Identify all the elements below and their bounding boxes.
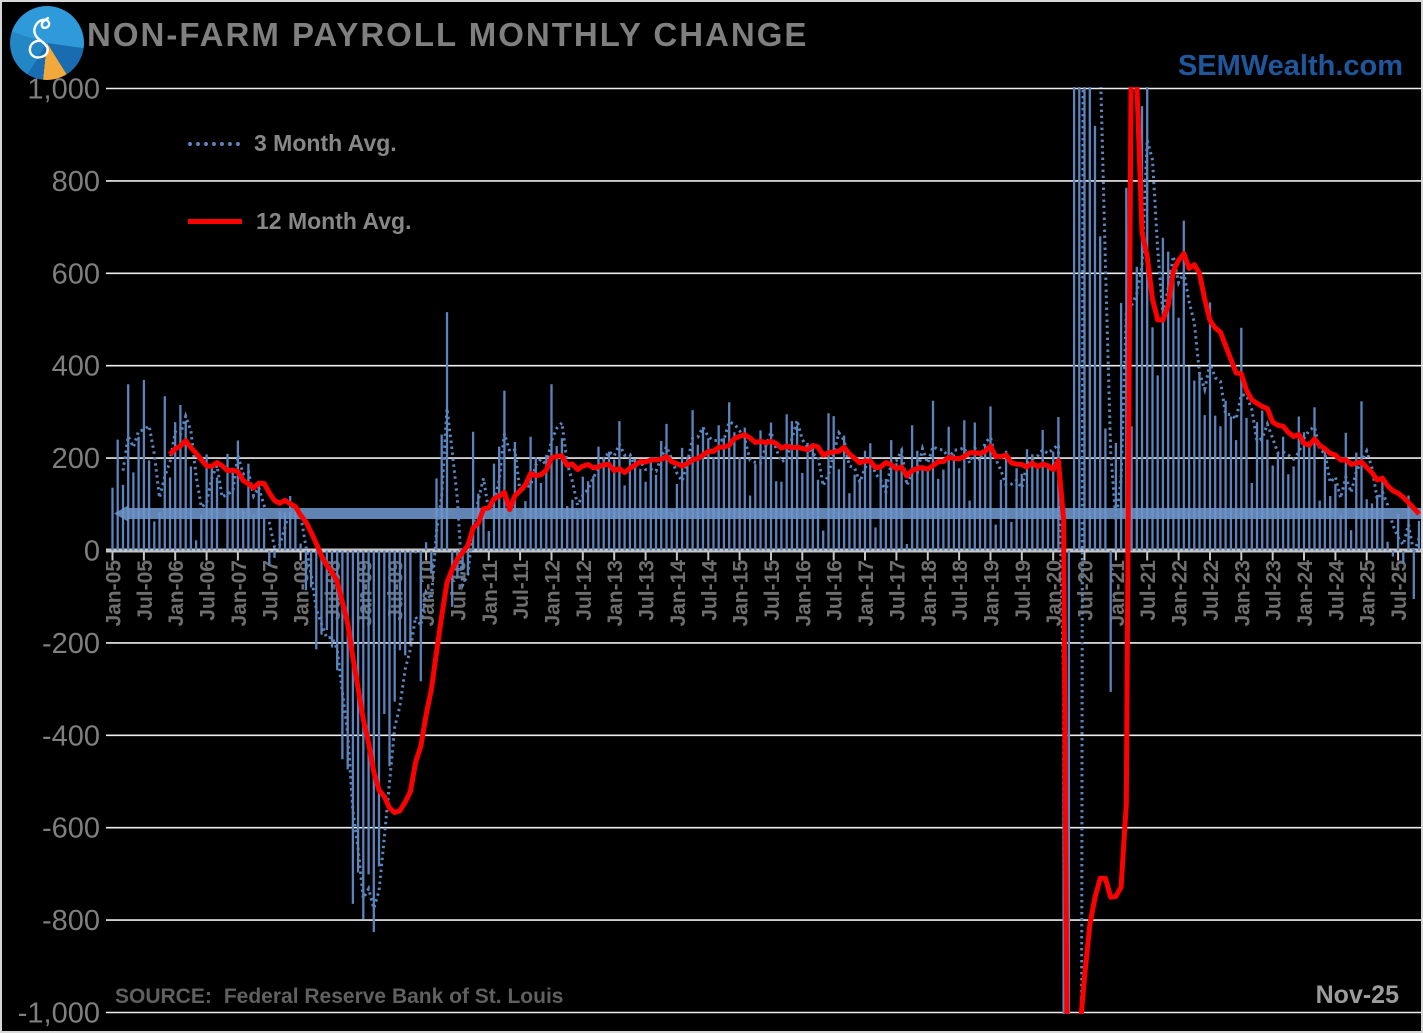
svg-text:800: 800 — [52, 166, 100, 198]
legend-item-3-month-avg: 3 Month Avg. — [188, 130, 397, 157]
svg-text:Jul-24: Jul-24 — [1325, 560, 1348, 621]
svg-text:Jul-23: Jul-23 — [1263, 560, 1286, 621]
legend-label: 12 Month Avg. — [256, 208, 412, 234]
svg-text:Jan-16: Jan-16 — [792, 560, 815, 627]
source-label: SOURCE: — [115, 985, 212, 1008]
svg-text:Jan-24: Jan-24 — [1294, 560, 1317, 627]
source-text: Federal Reserve Bank of St. Louis — [223, 985, 564, 1008]
svg-text:Jul-17: Jul-17 — [886, 560, 909, 621]
svg-text:Jul-25: Jul-25 — [1388, 560, 1411, 621]
svg-text:0: 0 — [84, 536, 100, 568]
svg-text:600: 600 — [52, 258, 100, 290]
svg-text:Jan-25: Jan-25 — [1357, 560, 1380, 627]
svg-text:-600: -600 — [42, 813, 100, 845]
svg-text:-400: -400 — [42, 720, 100, 752]
svg-text:Jan-12: Jan-12 — [542, 560, 565, 627]
svg-text:Jan-05: Jan-05 — [103, 560, 126, 627]
sem-logo-icon — [10, 6, 84, 80]
svg-text:Jul-07: Jul-07 — [259, 560, 282, 621]
svg-text:Jan-18: Jan-18 — [918, 560, 941, 627]
svg-text:400: 400 — [52, 351, 100, 383]
svg-text:Jul-13: Jul-13 — [636, 560, 659, 621]
svg-text:Jul-19: Jul-19 — [1012, 560, 1035, 621]
svg-text:Jan-15: Jan-15 — [730, 560, 753, 627]
svg-text:-800: -800 — [42, 905, 100, 937]
svg-text:1,000: 1,000 — [27, 74, 100, 106]
svg-text:Jan-19: Jan-19 — [981, 560, 1004, 627]
brand-link: SEMWealth.com — [1177, 50, 1403, 82]
svg-text:Jan-13: Jan-13 — [604, 560, 627, 627]
svg-text:-200: -200 — [42, 628, 100, 660]
svg-text:-1,000: -1,000 — [18, 998, 100, 1030]
svg-text:Jan-20: Jan-20 — [1043, 560, 1066, 627]
source-note: SOURCE: Federal Reserve Bank of St. Louis — [115, 985, 563, 1009]
svg-text:Jan-17: Jan-17 — [855, 560, 878, 627]
as-of-date: Nov-25 — [1315, 981, 1399, 1009]
svg-text:Jul-22: Jul-22 — [1200, 560, 1223, 621]
svg-text:Jan-07: Jan-07 — [228, 560, 251, 627]
svg-text:Jan-11: Jan-11 — [479, 560, 502, 626]
svg-text:Jan-08: Jan-08 — [291, 560, 314, 627]
svg-text:Jul-14: Jul-14 — [698, 560, 721, 621]
solid-line-key-icon — [188, 219, 242, 224]
svg-text:Jan-22: Jan-22 — [1169, 560, 1192, 627]
legend-item-12-month-avg: 12 Month Avg. — [188, 208, 411, 235]
svg-text:Jan-23: Jan-23 — [1231, 560, 1254, 627]
svg-text:Jul-11: Jul-11 — [510, 560, 533, 620]
svg-text:Jan-10: Jan-10 — [416, 560, 439, 627]
svg-text:Jan-14: Jan-14 — [667, 560, 690, 627]
svg-text:Jul-16: Jul-16 — [824, 560, 847, 621]
svg-text:Jul-21: Jul-21 — [1137, 560, 1160, 621]
svg-text:Jul-15: Jul-15 — [761, 560, 784, 621]
svg-text:Jul-18: Jul-18 — [949, 560, 972, 621]
sem-logo-glyph — [28, 16, 51, 59]
legend-label: 3 Month Avg. — [254, 130, 397, 156]
svg-text:Jul-06: Jul-06 — [197, 560, 220, 621]
svg-text:Jan-06: Jan-06 — [165, 560, 188, 627]
svg-text:Jul-12: Jul-12 — [573, 560, 596, 621]
svg-text:200: 200 — [52, 443, 100, 475]
svg-text:Jul-05: Jul-05 — [134, 560, 157, 621]
page-title: NON-FARM PAYROLL MONTHLY CHANGE — [87, 16, 809, 53]
svg-text:Jul-20: Jul-20 — [1075, 560, 1098, 621]
dotted-line-key-icon — [188, 141, 240, 146]
